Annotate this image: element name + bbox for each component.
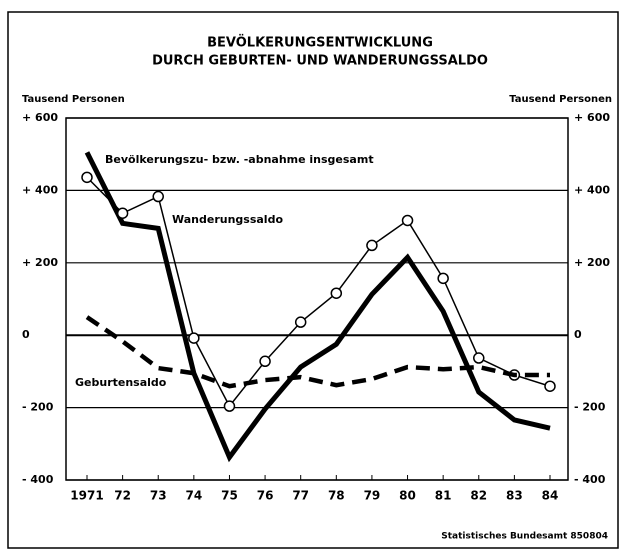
y2-tick-label: - 200 xyxy=(574,401,606,414)
x-tick-label: 82 xyxy=(470,489,487,503)
plot-frame xyxy=(65,117,569,481)
point-marker xyxy=(116,207,129,219)
figure-frame xyxy=(7,11,619,549)
point-marker xyxy=(366,239,378,252)
x-tick-label: 72 xyxy=(114,489,131,503)
point-marker xyxy=(437,272,449,285)
point-marker xyxy=(259,355,271,368)
x-tick-label: 81 xyxy=(435,489,452,503)
y2-tick-label: + 200 xyxy=(574,256,610,269)
point-marker xyxy=(544,380,556,392)
chart-subtitle: DURCH GEBURTEN- UND WANDERUNGSSALDO xyxy=(152,54,488,69)
y-tick-label: + 200 xyxy=(22,256,58,269)
y2-tick-label: + 400 xyxy=(574,183,610,196)
point-marker xyxy=(294,316,307,328)
chart-title: BEVÖLKERUNGSENTWICKLUNG xyxy=(207,35,433,51)
x-tick-label: 80 xyxy=(399,489,416,503)
x-tick-label: 77 xyxy=(292,489,309,503)
y2-tick-label: + 600 xyxy=(574,111,610,124)
y-axis-label: Tausend Personen xyxy=(22,94,125,105)
y-tick-label: + 400 xyxy=(22,183,58,196)
x-tick-label: 83 xyxy=(506,489,523,503)
x-tick-label: 74 xyxy=(185,489,202,503)
x-tick-label: 73 xyxy=(150,489,167,503)
x-tick-label: 84 xyxy=(542,489,559,503)
series-line xyxy=(85,315,550,389)
y2-tick-label: 0 xyxy=(574,328,582,341)
point-marker xyxy=(473,352,485,364)
point-marker xyxy=(401,214,414,227)
series-label: Wanderungssaldo xyxy=(172,213,283,226)
series-line xyxy=(86,176,551,408)
point-marker xyxy=(152,190,164,203)
series-label: Geburtensaldo xyxy=(75,376,167,389)
y-tick-label: + 600 xyxy=(22,111,58,124)
series-label: Bevölkerungszu- bzw. -abnahme insgesamt xyxy=(105,153,374,166)
source-note: Statistisches Bundesamt 850804 xyxy=(441,532,608,542)
point-marker xyxy=(188,332,200,344)
point-marker xyxy=(330,287,343,299)
y-tick-label: - 400 xyxy=(22,473,54,486)
y2-tick-label: - 400 xyxy=(574,473,606,486)
x-tick-label: 1971 xyxy=(70,489,103,503)
point-marker xyxy=(223,400,236,412)
x-tick-label: 78 xyxy=(328,489,345,503)
x-tick-label: 79 xyxy=(364,489,381,503)
x-tick-label: 75 xyxy=(221,489,238,503)
point-marker xyxy=(81,171,93,184)
y-tick-label: 0 xyxy=(22,328,30,341)
series-line xyxy=(84,151,551,463)
y-tick-label: - 200 xyxy=(22,401,54,414)
y2-axis-label: Tausend Personen xyxy=(509,94,612,105)
x-tick-label: 76 xyxy=(257,489,274,503)
